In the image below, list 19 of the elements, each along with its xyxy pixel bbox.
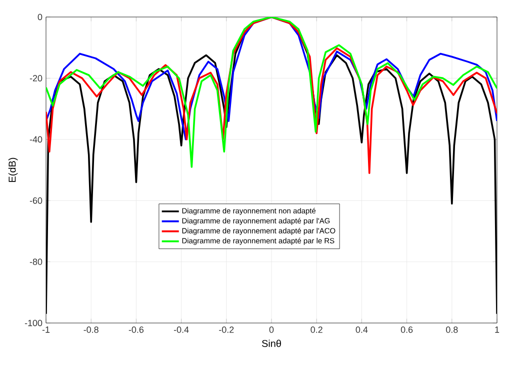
y-axis-title: E(dB) xyxy=(8,158,18,182)
x-tick-label: -0.8 xyxy=(84,326,98,333)
y-tick-label: -80 xyxy=(30,258,42,265)
x-tick-label: 1 xyxy=(495,326,500,333)
x-tick-label: 0.8 xyxy=(446,326,458,333)
x-tick-label: 0.2 xyxy=(310,326,322,333)
x-axis-title: Sinθ xyxy=(262,340,281,348)
y-tick-label: -60 xyxy=(30,197,42,204)
x-tick-label: -0.2 xyxy=(219,326,234,333)
y-tick-label: -20 xyxy=(30,75,42,82)
x-tick-label: -0.6 xyxy=(128,326,144,333)
x-tick-label: 0 xyxy=(269,326,274,333)
y-tick-label: 0 xyxy=(38,14,42,20)
x-tick-label: -0.4 xyxy=(174,326,189,333)
x-tick-label: 0.4 xyxy=(356,326,368,333)
x-tick-label: -1 xyxy=(42,326,50,333)
x-tick-label: 0.6 xyxy=(400,326,413,333)
y-tick-label: -40 xyxy=(30,136,42,143)
y-tick-label: -100 xyxy=(24,320,42,326)
